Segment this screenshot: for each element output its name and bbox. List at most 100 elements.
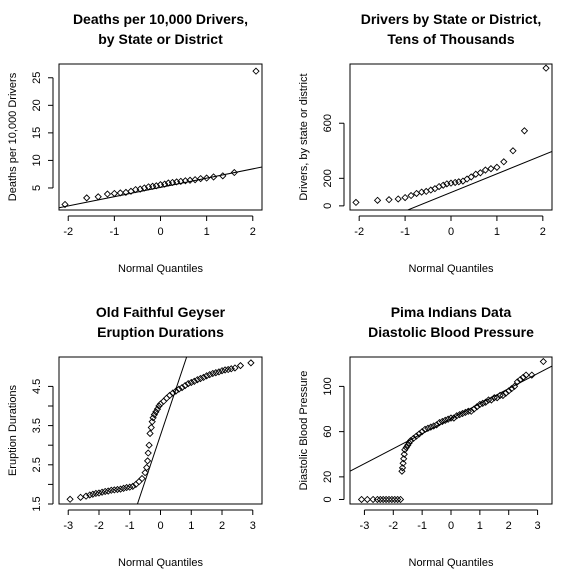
data-point [184,380,192,388]
data-point [479,399,487,407]
y-tick-label: 0 [322,203,334,209]
x-tick-label: -1 [125,520,135,532]
data-point [141,469,149,477]
plot-area [59,67,262,209]
data-point [470,405,478,413]
y-tick-label: 20 [322,471,334,483]
data-point [197,174,205,183]
data-point [493,394,501,402]
data-point [467,407,475,415]
chart-title-line: Deaths per 10,000 Drivers, [73,11,248,27]
plot-frame [349,356,553,505]
data-point [61,200,69,209]
x-tick-label: -2 [354,226,364,238]
data-point [379,495,387,504]
data-point [218,367,226,375]
data-point [427,423,435,431]
y-axis-label: Drivers, by state or district [298,73,310,200]
y-axis-label: Eruption Durations [7,384,19,476]
data-point [94,193,102,201]
y-tick-label: 25 [31,72,43,84]
data-point [405,439,413,447]
data-point [66,495,74,503]
data-point [143,457,152,465]
data-point [424,424,432,432]
data-point [473,403,481,411]
data-point [539,357,547,366]
data-point [516,375,524,384]
data-point [123,483,131,492]
data-point [116,485,125,493]
data-point [236,361,245,370]
data-point [490,394,498,402]
plot-frame [58,63,263,211]
data-point [152,182,160,190]
data-point [453,412,461,420]
data-point [145,441,153,449]
data-point [398,464,407,472]
x-axis-label: Normal Quantiles [409,557,494,569]
x-tick-label: 2 [540,226,546,238]
data-point [401,446,409,454]
data-point [110,189,119,198]
x-tick-label: 2 [219,520,225,532]
data-point [140,184,148,192]
x-tick-label: 1 [494,226,500,238]
data-point [402,443,410,452]
data-point [172,387,180,395]
data-point [391,495,399,504]
data-point [230,168,238,177]
data-point [116,189,124,197]
data-point [412,432,421,440]
y-axis-label: Deaths per 10,000 Drivers [7,72,19,201]
data-point [152,408,160,416]
data-point [481,166,490,174]
data-point [493,163,501,171]
data-point [199,373,208,382]
chart-title-line: Drivers by State or District, [361,11,542,27]
data-point [138,474,146,483]
data-point [528,371,536,379]
data-point [435,418,444,427]
chart-title-line: Eruption Durations [97,324,224,340]
data-point [193,376,202,384]
x-tick-label: 3 [250,520,256,532]
plot-area [66,357,255,504]
plot-frame [349,63,553,211]
data-point [509,147,517,155]
x-tick-label: 0 [448,226,454,238]
x-axis-label: Normal Quantiles [118,263,203,275]
data-point [496,391,504,400]
data-point [357,495,366,504]
data-point [464,407,472,415]
data-point [147,423,155,432]
data-point [513,378,522,386]
x-tick-label: -1 [400,226,410,238]
x-tick-label: -1 [417,520,427,532]
data-point [136,185,144,193]
data-point [499,391,507,400]
data-point [146,429,154,438]
data-point [382,495,390,504]
data-point [458,409,467,418]
data-point [376,495,384,504]
data-point [107,486,115,494]
data-point [519,373,527,381]
data-point [212,369,220,377]
data-point [89,490,97,498]
data-point [187,378,195,387]
data-point [441,416,449,424]
data-point [104,487,112,495]
x-tick-label: 2 [506,520,512,532]
data-point [190,377,198,385]
data-point [476,169,485,177]
x-tick-label: -2 [388,520,398,532]
data-point [502,389,510,397]
data-point [143,463,151,472]
y-tick-label: 1.5 [31,496,43,511]
data-point [206,371,214,379]
data-point [400,455,408,463]
data-point [92,489,100,498]
data-point [456,411,464,419]
x-tick-label: 1 [477,520,483,532]
